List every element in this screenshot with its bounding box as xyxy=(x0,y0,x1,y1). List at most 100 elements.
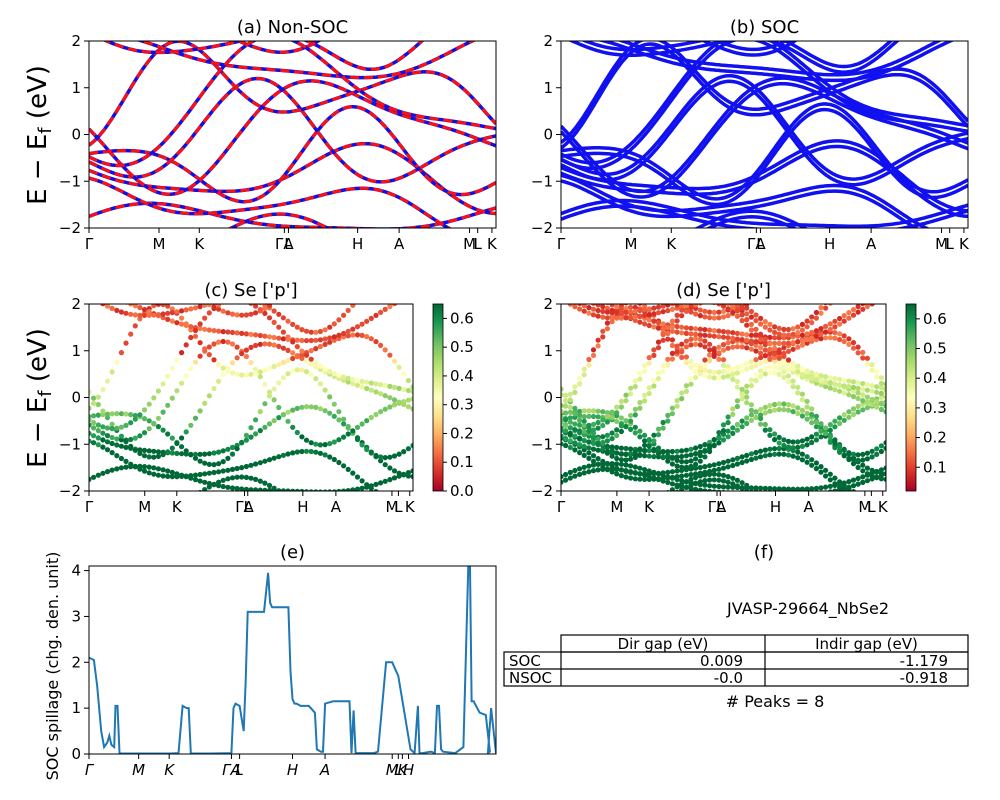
scatter-point xyxy=(243,463,249,470)
scatter-point xyxy=(804,337,810,343)
scatter-point xyxy=(327,441,333,447)
scatter-point xyxy=(561,425,564,431)
scatter-point xyxy=(720,334,727,340)
scatter-point xyxy=(308,489,314,491)
scatter-point xyxy=(637,446,643,452)
scatter-point xyxy=(711,437,717,443)
scatter-point xyxy=(776,340,782,346)
scatter-point xyxy=(781,340,787,346)
scatter-point xyxy=(734,483,741,489)
scatter-point xyxy=(753,372,759,378)
scatter-point xyxy=(225,467,231,473)
scatter-point xyxy=(711,462,717,468)
scatter-point xyxy=(294,488,300,491)
scatter-point xyxy=(192,359,199,365)
scatter-point xyxy=(368,485,374,491)
scatter-point xyxy=(734,421,741,428)
scatter-point xyxy=(405,473,411,479)
scatter-point xyxy=(604,305,611,311)
scatter-point xyxy=(308,348,314,354)
scatter-point xyxy=(753,342,759,348)
scatter-point xyxy=(577,442,583,448)
scatter-point xyxy=(739,418,745,424)
scatter-point xyxy=(665,418,671,424)
scatter-point xyxy=(95,428,101,434)
scatter-point xyxy=(350,381,356,387)
scatter-point xyxy=(253,366,259,372)
colorbar-tick-label: 0.6 xyxy=(923,310,947,328)
scatter-point xyxy=(711,328,717,334)
scatter-point xyxy=(567,469,573,475)
scatter-point xyxy=(748,383,755,389)
scatter-point xyxy=(642,432,648,438)
scatter-point xyxy=(146,401,152,407)
scatter-point xyxy=(600,298,605,303)
scatter-point xyxy=(192,333,199,339)
bands xyxy=(561,41,968,228)
scatter-point xyxy=(350,428,356,434)
scatter-point xyxy=(655,345,662,351)
scatter-point xyxy=(716,472,722,478)
scatter-point xyxy=(693,456,699,462)
scatter-point xyxy=(581,418,587,424)
scatter-point xyxy=(169,306,175,312)
scatter-point xyxy=(577,417,583,424)
scatter-point xyxy=(651,377,657,383)
scatter-point xyxy=(651,432,657,438)
scatter-point xyxy=(567,391,573,397)
x-tick-label: M xyxy=(153,235,166,253)
scatter-point xyxy=(151,448,157,454)
scatter-point xyxy=(730,457,736,463)
x-tick-label: H xyxy=(403,761,414,779)
scatter-point xyxy=(669,411,676,417)
scatter-point xyxy=(206,484,212,490)
scatter-point xyxy=(618,461,625,467)
x-tick-label: M xyxy=(386,761,399,779)
scatter-point xyxy=(614,450,620,456)
scatter-point xyxy=(95,412,101,418)
scatter-point xyxy=(679,481,685,487)
scatter-point xyxy=(688,342,694,348)
scatter-point xyxy=(628,309,634,315)
scatter-point xyxy=(818,326,824,332)
scatter-point xyxy=(720,357,727,363)
scatter-point xyxy=(758,355,764,361)
scatter-point xyxy=(860,479,866,485)
scatter-point xyxy=(804,436,810,442)
band-line xyxy=(699,41,799,57)
scatter-point xyxy=(604,419,611,425)
scatter-point xyxy=(391,453,398,459)
scatter-point xyxy=(104,378,111,384)
scatter-point xyxy=(280,488,286,491)
scatter-point xyxy=(600,440,606,447)
scatter-point xyxy=(202,451,208,457)
scatter-point xyxy=(790,331,796,337)
scatter-point xyxy=(294,429,300,436)
scatter-point xyxy=(799,413,806,419)
scatter-point xyxy=(239,312,245,318)
scatter-point xyxy=(632,406,638,412)
scatter-point xyxy=(192,477,199,483)
scatter-point xyxy=(855,350,861,356)
axes-frame xyxy=(88,40,497,229)
x-tick-label: L xyxy=(394,761,402,779)
scatter-point xyxy=(832,324,838,330)
scatter-point xyxy=(382,347,388,353)
scatter-point xyxy=(197,325,203,332)
scatter-point xyxy=(683,354,690,360)
scatter-point xyxy=(192,451,199,457)
scatter-point xyxy=(781,326,787,332)
scatter-point xyxy=(837,315,843,322)
scatter-point xyxy=(730,481,736,487)
scatter-point xyxy=(109,411,115,417)
scatter-point xyxy=(322,408,328,414)
scatter-point xyxy=(785,402,792,408)
scatter-point xyxy=(387,352,393,358)
scatter-point xyxy=(179,473,185,479)
scatter-point xyxy=(837,336,843,343)
scatter-point xyxy=(220,477,226,483)
scatter-point xyxy=(697,307,703,313)
scatter-point xyxy=(155,466,161,472)
scatter-point xyxy=(827,335,833,341)
scatter-point xyxy=(322,452,328,458)
